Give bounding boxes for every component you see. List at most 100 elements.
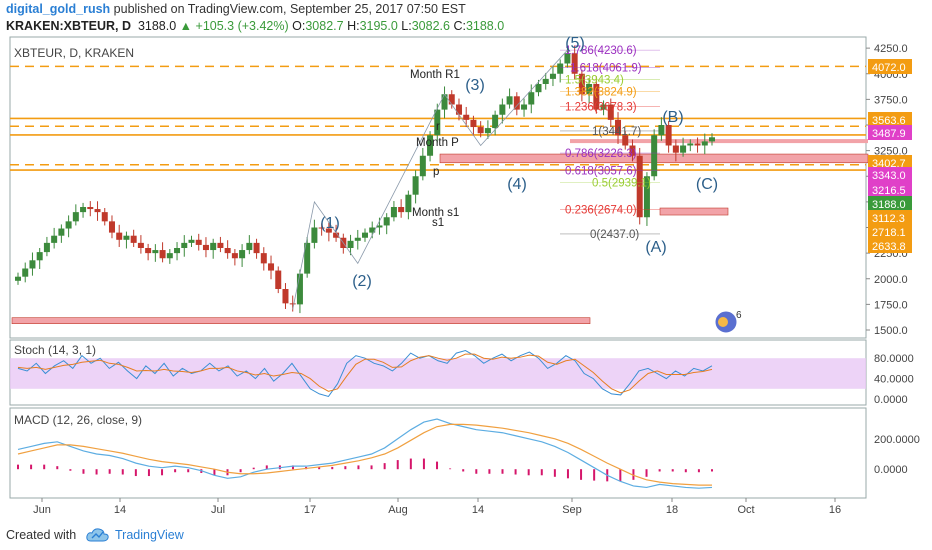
price-tag (868, 167, 912, 182)
chart-area[interactable]: 4250.04000.03750.03500.03250.03000.02750… (0, 0, 932, 520)
candle-body (362, 232, 368, 238)
candle-body (549, 73, 556, 79)
low-label: L: (401, 19, 412, 33)
candle-body (289, 303, 296, 305)
candle-body (311, 227, 318, 243)
support-zone (11, 317, 591, 325)
last-price: 3188.0 (137, 19, 177, 33)
wave-label: (5) (565, 35, 585, 52)
price-tag-label: 3188.0 (872, 199, 906, 211)
candle-body (405, 194, 412, 213)
candle-body (455, 104, 462, 115)
candle-body (701, 141, 708, 146)
candle-body (166, 253, 173, 259)
candle-body (665, 125, 672, 146)
tradingview-link[interactable]: TradingView (115, 528, 184, 542)
candle-body (181, 242, 188, 248)
candle-body (398, 207, 405, 213)
candle-body (224, 248, 231, 254)
pivot-label: Month P (416, 137, 459, 149)
elliott-wave-line (292, 49, 568, 310)
high-value: 3195.0 (359, 19, 398, 33)
macd-tick-label: 200.0000 (874, 434, 920, 446)
candle-body (441, 94, 448, 110)
candle-body (231, 253, 238, 259)
fib-label: 1.618(4061.9) (570, 62, 642, 74)
candle-body (492, 114, 499, 129)
created-with-label: Created with (6, 528, 77, 542)
candle-body (600, 104, 607, 110)
candle-body (188, 239, 195, 243)
pivot-label: p (433, 166, 439, 178)
candle-body (137, 242, 144, 248)
candle-body (333, 232, 340, 238)
x-tick-label: Jul (211, 504, 225, 516)
candle-body (217, 242, 224, 248)
y-tick-label: 3750.0 (874, 94, 908, 106)
macd-tick-label: 0.0000 (874, 464, 908, 476)
price-tag-label: 3112.3 (872, 213, 905, 225)
candle-body (680, 145, 687, 153)
fib-label: 1.5(3943.4) (565, 75, 624, 87)
candle-body (65, 221, 72, 229)
x-tick-label: 14 (472, 504, 484, 516)
candle-body (304, 242, 311, 274)
candle-body (571, 53, 578, 74)
candle-body (383, 217, 390, 226)
candle-body (484, 128, 491, 134)
candle-body (470, 119, 477, 128)
candle-body (535, 84, 542, 93)
main-pane-border (9, 36, 867, 339)
candle-body (376, 225, 383, 228)
author-link[interactable]: digital_gold_rush (6, 2, 111, 16)
candle-body (427, 135, 434, 156)
candle-body (72, 212, 79, 222)
symbol-header: KRAKEN:XBTEUR, D 3188.0 ▲ +105.3 (+3.42%… (6, 19, 504, 33)
candle-body (694, 143, 701, 146)
close-value: 3188.0 (465, 19, 505, 33)
candle-body (412, 176, 419, 195)
candle-body (51, 235, 58, 243)
wave-label: (2) (352, 273, 372, 290)
candle-body (282, 289, 289, 304)
y-tick-label: 1750.0 (874, 299, 908, 311)
wave-label: (4) (507, 176, 527, 193)
candle-body (434, 109, 441, 136)
price-tag (868, 196, 912, 211)
candle-body (643, 176, 650, 218)
price-tag (868, 224, 912, 239)
pivot-label: s1 (432, 217, 444, 229)
candle-body (152, 250, 159, 254)
stoch-title: Stoch (14, 3, 1) (14, 343, 96, 357)
candle-body (463, 114, 470, 120)
candle-body (239, 250, 246, 259)
price-tag-label: 3343.0 (872, 170, 906, 182)
wave-label: (A) (645, 239, 666, 256)
y-tick-label: 1500.0 (874, 325, 908, 337)
fib-label: 1.786(4230.6) (565, 45, 637, 57)
price-tag (868, 182, 912, 197)
candle-body (622, 135, 629, 146)
candle-body (94, 209, 101, 213)
x-tick-label: Oct (737, 504, 754, 516)
candle-body (354, 237, 361, 241)
stoch-tick-label: 80.0000 (874, 353, 914, 365)
stoch-d-line (17, 353, 713, 394)
pivot-label: r (436, 121, 440, 133)
candle-body (564, 53, 571, 64)
candle-body (22, 268, 29, 277)
price-tag (868, 125, 912, 140)
candle-body (159, 250, 166, 259)
candle-body (123, 235, 130, 240)
price-tag-label: 3563.6 (872, 115, 906, 127)
wave-label: (3) (465, 77, 485, 94)
candle-body (448, 94, 455, 105)
candle-body (58, 228, 65, 236)
wave-label: (1) (320, 215, 340, 232)
macd-title: MACD (12, 26, close, 9) (14, 413, 142, 427)
price-tag-label: 2718.1 (872, 227, 906, 239)
candle-body (80, 207, 87, 213)
price-tag-label: 4072.0 (872, 62, 906, 74)
pane-title: XBTEUR, D, KRAKEN (14, 46, 134, 60)
x-tick-label: Jun (33, 504, 51, 516)
